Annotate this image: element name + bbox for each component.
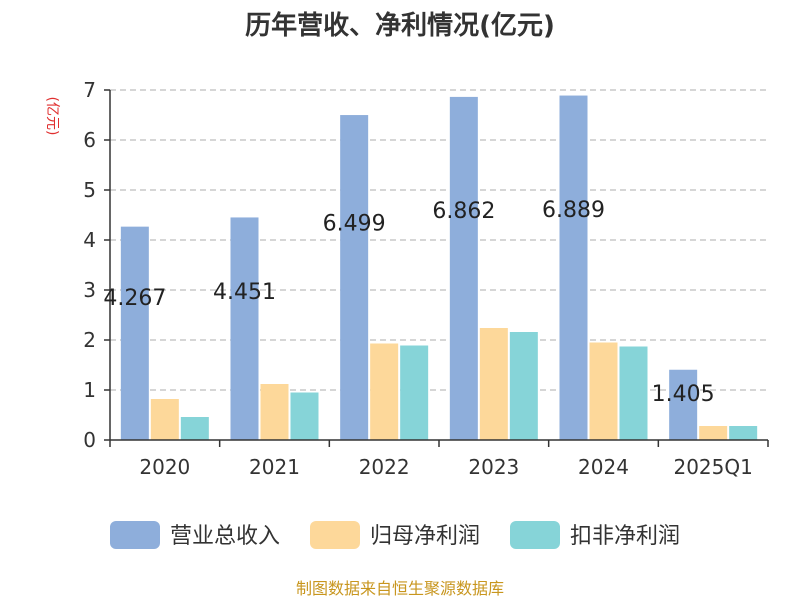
x-tick-label: 2022: [359, 455, 410, 479]
legend-swatch: [110, 521, 160, 549]
legend-label: 归母净利润: [370, 524, 480, 549]
bars: [120, 95, 758, 441]
x-tick-label: 2023: [468, 455, 519, 479]
bar-2: [589, 342, 618, 440]
bar-1: [230, 217, 259, 440]
data-label: 1.405: [652, 382, 715, 407]
legend-swatch: [510, 521, 560, 549]
y-tick-label: 4: [83, 228, 96, 252]
y-tick-label: 0: [83, 428, 96, 452]
bar-3: [290, 392, 319, 440]
bar-1: [449, 96, 478, 441]
y-tick-label: 1: [83, 378, 96, 402]
data-label: 4.451: [213, 280, 276, 305]
bar-3: [509, 332, 538, 440]
bar-3: [180, 417, 209, 440]
x-tick-label: 2021: [249, 455, 300, 479]
bar-3: [619, 346, 648, 440]
data-label: 6.889: [542, 198, 605, 223]
y-tick-label: 3: [83, 278, 96, 302]
bar-2: [699, 426, 728, 440]
data-labels: 4.267 4.451 6.499 6.862 6.889 1.405: [103, 198, 714, 407]
bar-2: [479, 328, 508, 440]
x-tick-label: 2025Q1: [673, 455, 752, 479]
y-tick-label: 7: [83, 78, 96, 102]
data-label: 6.499: [323, 211, 386, 236]
x-tick-label: 2020: [139, 455, 190, 479]
data-label: 4.267: [103, 286, 166, 311]
bar-1: [120, 226, 149, 440]
y-tick-label: 2: [83, 328, 96, 352]
y-tick-label: 6: [83, 128, 96, 152]
gridlines: [110, 89, 768, 391]
y-tick-label: 5: [83, 178, 96, 202]
legend-swatch: [310, 521, 360, 549]
bar-1: [559, 95, 588, 441]
source-note: 制图数据来自恒生聚源数据库: [296, 579, 504, 598]
axes: 0 1 2 3 4 5 6 7 2020 2021 2022 2023 2024 2025Q1: [83, 78, 769, 479]
legend-label: 营业总收入: [170, 524, 280, 549]
bar-1: [340, 115, 369, 441]
legend-label: 扣非净利润: [570, 524, 680, 549]
x-tick-label: 2024: [578, 455, 629, 479]
bar-1: [669, 369, 698, 440]
legend: 营业总收入 归母净利润 扣非净利润: [110, 521, 680, 549]
data-label: 6.862: [432, 199, 495, 224]
bar-2: [370, 343, 399, 440]
bar-3: [400, 345, 429, 440]
y-axis-unit: (亿元): [44, 97, 60, 136]
bar-2: [260, 384, 289, 440]
bar-3: [729, 426, 758, 440]
bar-2: [150, 399, 179, 440]
chart-title: 历年营收、净利情况(亿元): [245, 10, 555, 41]
